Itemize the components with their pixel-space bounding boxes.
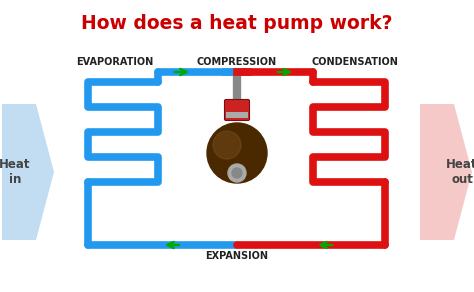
Polygon shape xyxy=(2,104,54,240)
Text: Heat
in: Heat in xyxy=(0,158,31,186)
FancyBboxPatch shape xyxy=(225,100,249,121)
Text: EVAPORATION: EVAPORATION xyxy=(76,57,154,67)
Circle shape xyxy=(207,123,267,183)
Text: COMPRESSION: COMPRESSION xyxy=(197,57,277,67)
Polygon shape xyxy=(420,104,472,240)
Circle shape xyxy=(232,168,242,178)
Text: EXPANSION: EXPANSION xyxy=(206,251,268,261)
Circle shape xyxy=(213,131,241,159)
Text: How does a heat pump work?: How does a heat pump work? xyxy=(81,14,393,33)
Text: Heat
out: Heat out xyxy=(446,158,474,186)
Circle shape xyxy=(228,164,246,182)
Text: CONDENSATION: CONDENSATION xyxy=(311,57,399,67)
Bar xyxy=(226,112,248,118)
